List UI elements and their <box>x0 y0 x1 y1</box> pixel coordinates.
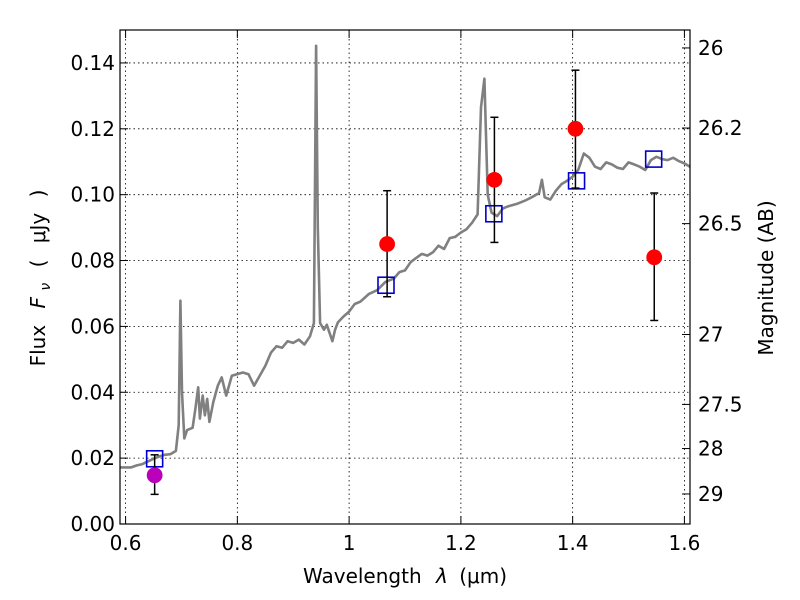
y2-tick-label: 28 <box>698 437 723 461</box>
marker-layer <box>145 69 663 496</box>
y-tick-label: 0.10 <box>70 183 115 207</box>
y-tick-label: 0.12 <box>70 117 115 141</box>
x-tick-label: 1 <box>343 531 356 555</box>
x-axis-label-text: Wavelength <box>303 564 422 588</box>
plot-area <box>120 30 690 524</box>
x-axis-label: Wavelength λ (μm) <box>303 564 507 588</box>
y-axis-label-subscript: ν <box>38 283 54 291</box>
x-axis-label-symbol: λ <box>435 564 448 588</box>
model-square-marker <box>644 150 663 168</box>
spectrum-layer <box>120 44 691 469</box>
data-point <box>146 467 163 484</box>
y-axis-label-text: Flux <box>26 325 50 367</box>
y-axis-label-close: ) <box>26 190 50 198</box>
x-tick-label: 1.4 <box>557 531 589 555</box>
plot-frame <box>119 29 691 525</box>
x-tick-label: 0.6 <box>110 531 142 555</box>
y-axis-label: Flux F ν ( μJy ) <box>26 190 55 367</box>
y2-axis-label: Magnitude (AB) <box>754 200 778 355</box>
y-tick-label: 0.14 <box>70 51 115 75</box>
spectrum-line <box>120 44 691 469</box>
x-tick-label: 1.6 <box>669 531 701 555</box>
x-axis-label-unit: (μm) <box>459 564 507 588</box>
data-point <box>379 236 396 252</box>
y2-tick-label: 26.5 <box>698 212 743 236</box>
y2-tick-label: 27.5 <box>698 392 743 416</box>
y-tick-label: 0.00 <box>70 512 115 536</box>
y-axis-label-unit: μJy <box>26 213 50 244</box>
y-axis-label-symbol: F <box>26 296 50 308</box>
model-square-marker <box>377 276 395 295</box>
ticks: 0.6 0.8 1 1.2 1.4 1.6 0.00 0.02 0.04 0.06 0.08 0.10… <box>70 30 743 555</box>
data-point <box>486 171 503 188</box>
y2-tick-label: 26 <box>698 36 723 60</box>
x-tick-label: 0.8 <box>221 531 253 555</box>
y-tick-label: 0.04 <box>70 380 115 404</box>
y2-tick-label: 29 <box>698 482 723 506</box>
y2-tick-label: 27 <box>698 322 723 346</box>
y-axis-label-open: ( <box>26 260 50 268</box>
y-tick-label: 0.08 <box>70 249 115 273</box>
y2-tick-label: 26.2 <box>698 116 743 140</box>
x-tick-label: 1.2 <box>445 531 477 555</box>
y-tick-label: 0.02 <box>70 446 115 470</box>
data-point <box>567 120 584 137</box>
y-tick-label: 0.06 <box>70 314 115 338</box>
data-point <box>646 249 663 266</box>
model-square-marker <box>567 172 586 190</box>
